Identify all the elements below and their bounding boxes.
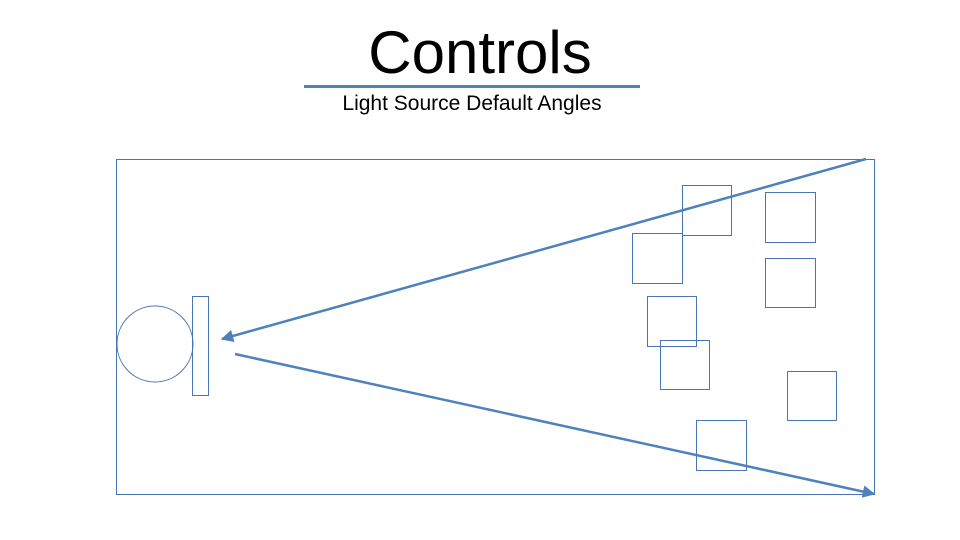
arrow-upper-ray [220,157,867,342]
object-square [765,192,816,243]
object-square [660,340,710,390]
object-square [682,185,732,236]
arrow-lower-ray [234,352,876,498]
object-square [632,233,683,284]
scene-frame [116,159,875,495]
object-square [765,258,816,308]
object-square [647,296,697,347]
light-panel [192,296,209,396]
object-square [787,371,837,421]
title-underline [304,85,640,88]
slide-subtitle: Light Source Default Angles [342,92,602,115]
light-source-circle [116,305,194,383]
object-square [696,420,747,471]
slide-title: Controls [368,19,592,86]
